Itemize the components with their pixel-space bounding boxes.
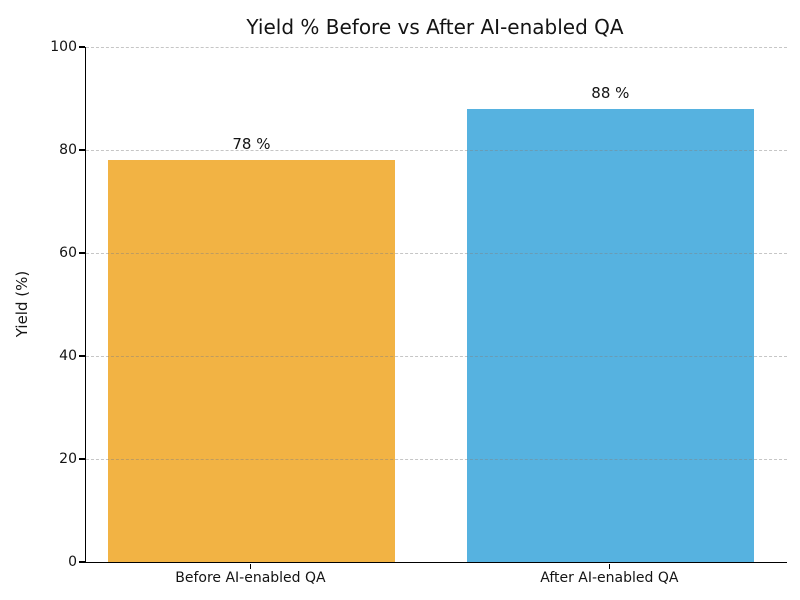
y-tick-mark — [79, 458, 85, 460]
x-tick-label: Before AI-enabled QA — [175, 570, 326, 586]
y-tick-label: 60 — [59, 245, 77, 261]
gridline — [86, 253, 787, 254]
x-axis-tick-labels: Before AI-enabled QA After AI-enabled QA — [85, 562, 786, 600]
y-axis-tick-labels: 0 20 40 60 80 100 — [0, 39, 85, 570]
chart-title: Yield % Before vs After AI-enabled QA — [246, 15, 624, 39]
y-tick-mark — [79, 561, 85, 563]
y-tick-label: 80 — [59, 142, 77, 158]
bar-after — [466, 108, 754, 562]
y-tick-label: 20 — [59, 451, 77, 467]
gridline — [86, 356, 787, 357]
y-tick-label: 40 — [59, 348, 77, 364]
y-tick-mark — [79, 355, 85, 357]
gridline — [86, 459, 787, 460]
y-tick-label: 100 — [50, 39, 77, 55]
bar-value-label: 78 % — [232, 135, 271, 154]
plot-area: 78 % 88 % — [85, 47, 787, 563]
bar-value-label: 88 % — [591, 83, 630, 102]
gridline — [86, 150, 787, 151]
x-tick-label: After AI-enabled QA — [540, 570, 679, 586]
bar-before — [108, 160, 395, 562]
x-tick-mark — [249, 563, 252, 569]
y-tick-mark — [79, 149, 85, 151]
x-tick-mark — [608, 563, 611, 569]
y-tick-mark — [79, 46, 85, 48]
gridline — [86, 47, 787, 48]
y-tick-mark — [79, 252, 85, 254]
y-tick-label: 0 — [68, 554, 77, 570]
